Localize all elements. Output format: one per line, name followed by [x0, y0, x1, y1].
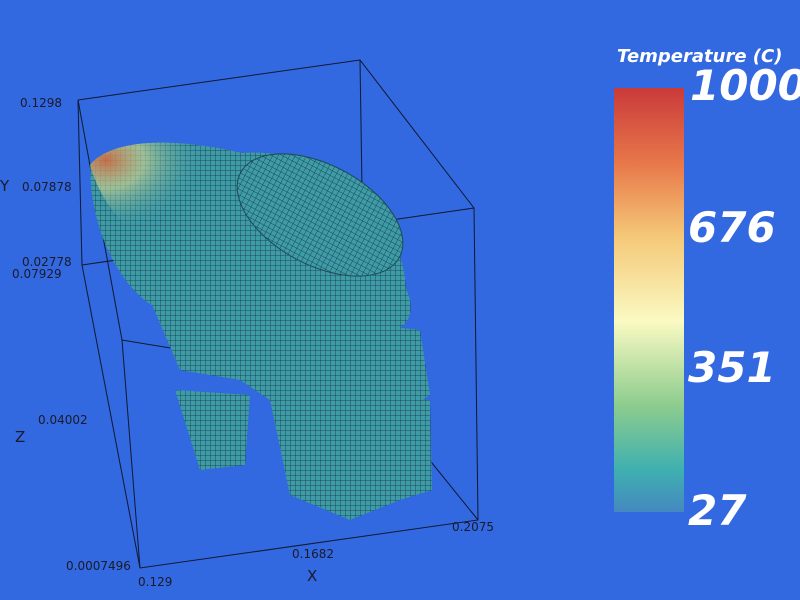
tick-label: 0.1298: [20, 96, 62, 110]
tick-label: 0.1682: [292, 547, 334, 561]
tick-label: 0.04002: [38, 413, 88, 427]
axis-label: X: [307, 567, 317, 585]
colorbar-label: 1000: [690, 61, 800, 110]
axis-label: Z: [15, 428, 25, 446]
tick-label: 0.02778: [22, 255, 72, 269]
colorbar-label: 351: [688, 343, 776, 392]
tick-label: 0.07929: [12, 267, 62, 281]
colorbar-label: 676: [688, 203, 776, 252]
colorbar-title: Temperature (C): [617, 46, 782, 67]
colorbar: [614, 88, 684, 512]
tick-label: 0.0007496: [66, 559, 131, 573]
tick-label: 0.129: [138, 575, 172, 589]
colorbar-label: 27: [688, 486, 747, 535]
axis-label: Y: [0, 177, 10, 195]
tick-label: 0.07878: [22, 180, 72, 194]
voxel-model: [90, 142, 432, 520]
tick-label: 0.2075: [452, 520, 494, 534]
